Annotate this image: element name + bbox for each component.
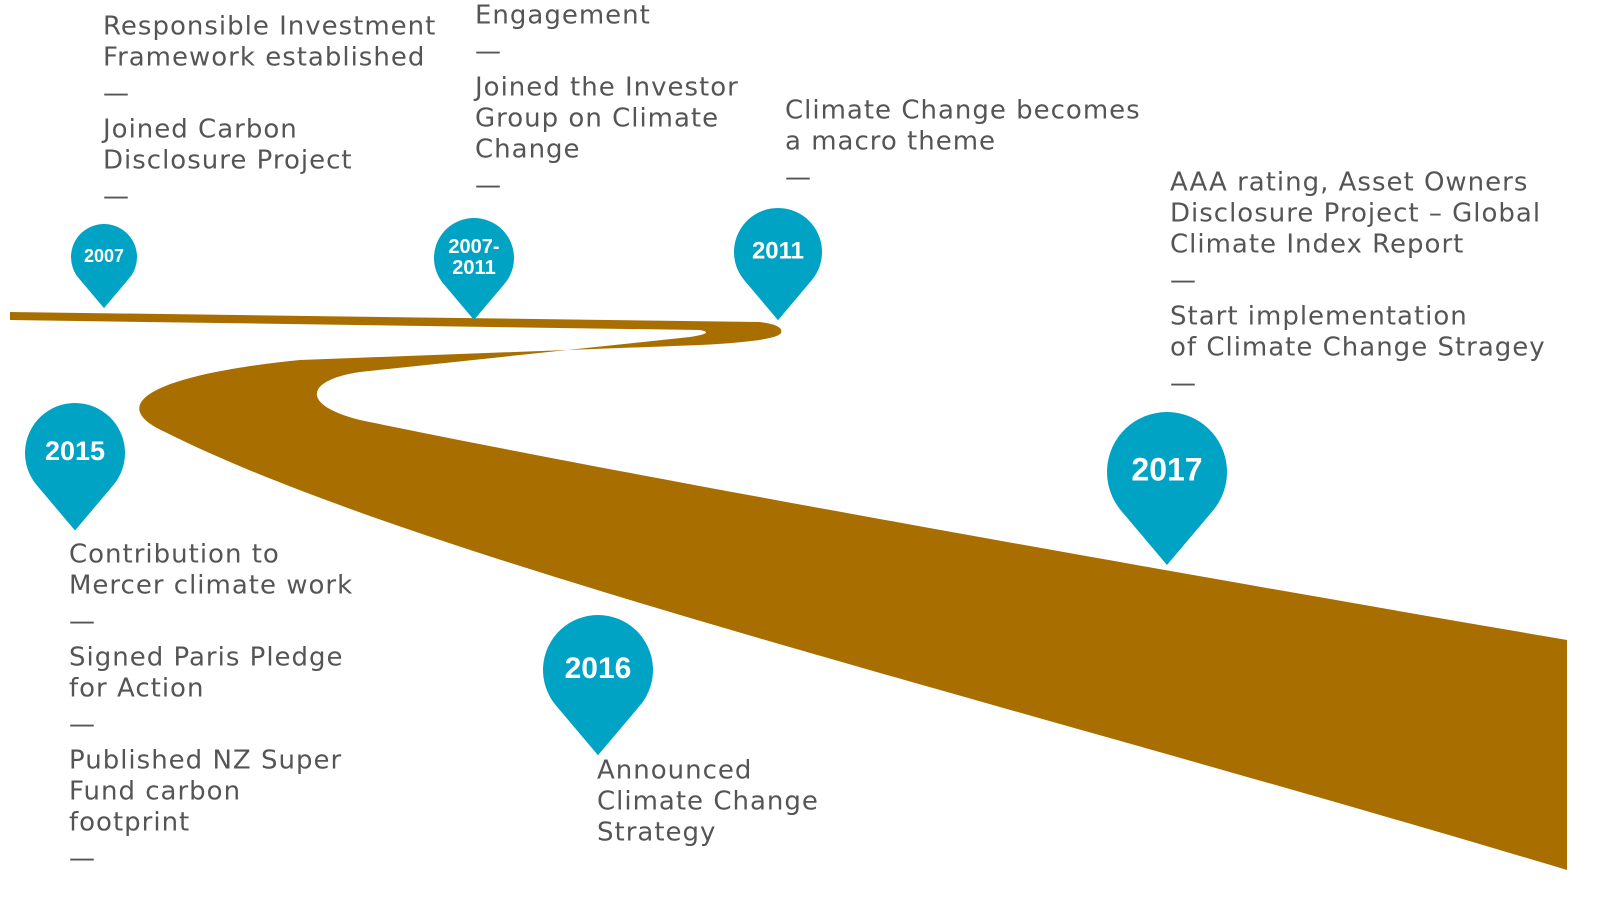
- milestone-text: Change: [475, 135, 581, 165]
- milestone-text: Announced: [597, 756, 752, 786]
- milestone-text: of Climate Change Stragey: [1170, 333, 1546, 363]
- pin-year: 2011: [452, 257, 495, 279]
- milestone-text: Joined the Investor: [473, 73, 739, 103]
- separator: —: [69, 844, 96, 874]
- separator: —: [1170, 369, 1197, 399]
- pin-year: 2015: [45, 436, 105, 466]
- milestone-text: Fund carbon: [69, 777, 241, 807]
- milestone-text: for Action: [69, 674, 204, 704]
- separator: —: [1170, 266, 1197, 296]
- milestone-text: footprint: [69, 808, 190, 838]
- pin: [24, 402, 125, 531]
- pin: [543, 615, 653, 756]
- milestone-text: Mercer climate work: [69, 571, 353, 601]
- pin-year: 2017: [1131, 451, 1202, 487]
- separator: —: [103, 79, 130, 109]
- separator: —: [69, 710, 96, 740]
- separator: —: [475, 171, 502, 201]
- milestone-text: Strategy: [597, 818, 716, 848]
- milestone-text: Joined Carbon: [101, 115, 298, 145]
- separator: —: [785, 163, 812, 193]
- milestone-text: Group on Climate: [475, 104, 719, 134]
- milestone-text: Engagement: [475, 1, 651, 31]
- pin-year: 2011: [752, 237, 804, 264]
- separator: —: [69, 607, 96, 637]
- milestone-text: Signed Paris Pledge: [69, 643, 344, 673]
- pin-year: 2007: [84, 246, 124, 266]
- milestone-text: Framework established: [103, 43, 425, 73]
- pin: [71, 224, 137, 309]
- milestone-text: Contribution to: [69, 540, 280, 570]
- milestone-text: a macro theme: [785, 127, 996, 157]
- milestone-text: Climate Index Report: [1170, 230, 1464, 260]
- milestone-text: Disclosure Project: [103, 146, 353, 176]
- pin: [434, 218, 514, 320]
- road: [10, 312, 1567, 870]
- pin-year: 2016: [565, 652, 632, 685]
- separator: —: [475, 37, 502, 67]
- milestone-text: Climate Change: [597, 787, 819, 817]
- pin: [734, 208, 823, 321]
- milestone-text: Climate Change becomes: [785, 96, 1141, 126]
- pin-year: 2007-: [448, 236, 499, 258]
- milestone-text: Published NZ Super: [69, 746, 342, 776]
- milestone-text: Disclosure Project – Global: [1170, 199, 1541, 229]
- milestone-text: AAA rating, Asset Owners: [1170, 168, 1528, 198]
- milestone-text: Responsible Investment: [103, 12, 436, 42]
- separator: —: [103, 182, 130, 212]
- pin: [1107, 411, 1228, 565]
- milestone-text: Start implementation: [1170, 302, 1468, 332]
